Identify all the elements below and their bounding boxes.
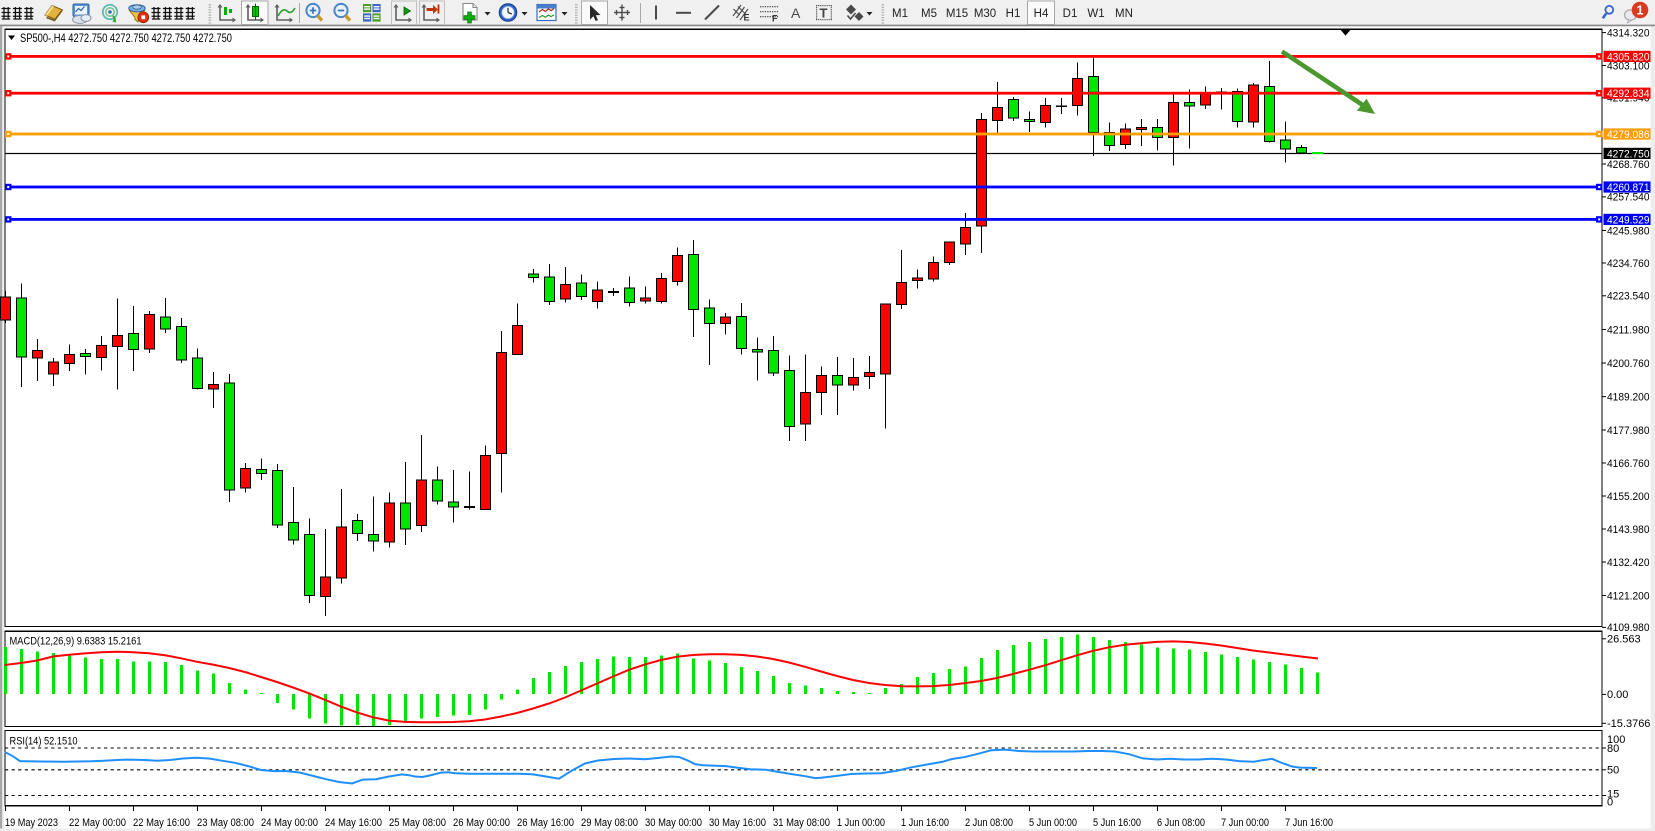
svg-text:-15.3766: -15.3766: [1607, 718, 1650, 730]
svg-text:4292.834: 4292.834: [1607, 88, 1650, 100]
svg-text:6 Jun 08:00: 6 Jun 08:00: [1157, 817, 1205, 829]
svg-text:4155.200: 4155.200: [1607, 491, 1650, 503]
svg-text:MACD(12,26,9) 9.6383 15.2161: MACD(12,26,9) 9.6383 15.2161: [10, 635, 142, 647]
svg-text:30 May 16:00: 30 May 16:00: [709, 817, 766, 829]
svg-text:RSI(14) 52.1510: RSI(14) 52.1510: [10, 736, 78, 748]
svg-text:T: T: [820, 6, 828, 21]
svg-text:22 May 16:00: 22 May 16:00: [133, 817, 190, 829]
svg-text:7 Jun 16:00: 7 Jun 16:00: [1285, 817, 1333, 829]
svg-text:26 May 00:00: 26 May 00:00: [453, 817, 510, 829]
svg-text:15: 15: [1607, 789, 1619, 801]
svg-text:5 Jun 00:00: 5 Jun 00:00: [1029, 817, 1077, 829]
svg-text:4305.820: 4305.820: [1607, 51, 1650, 63]
svg-text:E: E: [744, 13, 750, 23]
svg-text:4245.980: 4245.980: [1607, 225, 1650, 237]
svg-text:1: 1: [1637, 3, 1644, 17]
svg-text:SP500-,H4 4272.750 4272.750 4: SP500-,H4 4272.750 4272.750 4272.750 427…: [20, 31, 232, 45]
svg-text:1 Jun 16:00: 1 Jun 16:00: [901, 817, 949, 829]
svg-text:50: 50: [1607, 765, 1619, 777]
svg-text:F: F: [772, 14, 778, 24]
svg-text:4200.760: 4200.760: [1607, 358, 1650, 370]
svg-text:M5: M5: [921, 8, 937, 20]
svg-text:MN: MN: [1115, 8, 1133, 20]
svg-text:4257.540: 4257.540: [1607, 192, 1650, 204]
svg-text:H4: H4: [1034, 8, 1049, 20]
svg-text:M1: M1: [892, 8, 908, 20]
svg-text:4143.980: 4143.980: [1607, 524, 1650, 536]
svg-text:4260.871: 4260.871: [1607, 182, 1650, 194]
svg-text:4268.760: 4268.760: [1607, 159, 1650, 171]
svg-text:31 May 08:00: 31 May 08:00: [773, 817, 830, 829]
svg-text:19 May 2023: 19 May 2023: [5, 817, 58, 829]
svg-text:4177.980: 4177.980: [1607, 425, 1650, 437]
svg-text:7 Jun 00:00: 7 Jun 00:00: [1221, 817, 1269, 829]
svg-text:4279.086: 4279.086: [1607, 129, 1650, 141]
svg-text:5 Jun 16:00: 5 Jun 16:00: [1093, 817, 1141, 829]
svg-text:4189.200: 4189.200: [1607, 391, 1650, 403]
svg-text:0.00: 0.00: [1607, 689, 1628, 701]
svg-text:80: 80: [1607, 743, 1619, 755]
svg-text:2 Jun 08:00: 2 Jun 08:00: [965, 817, 1013, 829]
svg-text:24 May 00:00: 24 May 00:00: [261, 817, 318, 829]
svg-text:24 May 16:00: 24 May 16:00: [325, 817, 382, 829]
svg-text:A: A: [791, 5, 801, 21]
svg-text:4109.980: 4109.980: [1607, 622, 1650, 634]
svg-text:H1: H1: [1006, 8, 1021, 20]
svg-text:26 May 16:00: 26 May 16:00: [517, 817, 574, 829]
svg-text:D1: D1: [1063, 8, 1078, 20]
svg-text:M30: M30: [974, 8, 996, 20]
svg-text:22 May 00:00: 22 May 00:00: [69, 817, 126, 829]
svg-text:4272.750: 4272.750: [1607, 148, 1650, 160]
svg-text:1 Jun 00:00: 1 Jun 00:00: [837, 817, 885, 829]
svg-text:4121.200: 4121.200: [1607, 590, 1650, 602]
svg-text:30 May 00:00: 30 May 00:00: [645, 817, 702, 829]
svg-text:4234.760: 4234.760: [1607, 258, 1650, 270]
svg-text:4249.529: 4249.529: [1607, 214, 1650, 226]
svg-text:4223.540: 4223.540: [1607, 291, 1650, 303]
svg-text:29 May 08:00: 29 May 08:00: [581, 817, 638, 829]
svg-text:4211.980: 4211.980: [1607, 324, 1650, 336]
svg-text:4132.420: 4132.420: [1607, 557, 1650, 569]
svg-text:4314.320: 4314.320: [1607, 27, 1650, 39]
svg-text:100: 100: [1607, 734, 1625, 746]
svg-text:25 May 08:00: 25 May 08:00: [389, 817, 446, 829]
svg-text:W1: W1: [1087, 8, 1104, 20]
svg-text:23 May 08:00: 23 May 08:00: [197, 817, 254, 829]
svg-text:4166.760: 4166.760: [1607, 458, 1650, 470]
svg-text:26.563: 26.563: [1607, 634, 1641, 646]
svg-text:4303.100: 4303.100: [1607, 60, 1650, 72]
svg-text:M15: M15: [946, 8, 968, 20]
svg-text:0: 0: [1607, 796, 1613, 808]
